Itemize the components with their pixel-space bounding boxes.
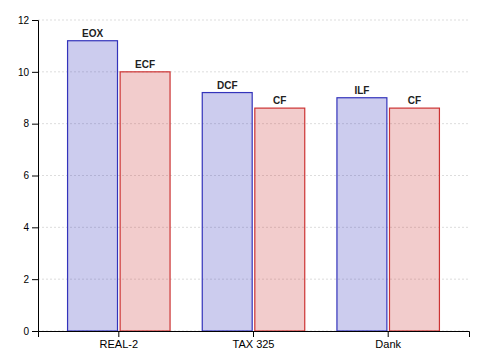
tick-label: 4 — [23, 222, 29, 233]
bar — [390, 108, 440, 331]
bar-label: CF — [273, 95, 286, 106]
tick-mark — [253, 331, 254, 337]
tick-mark — [32, 331, 38, 332]
tick: 12 — [18, 15, 38, 26]
tick-mark — [32, 124, 38, 125]
axis-line — [32, 21, 39, 332]
axis-line — [39, 332, 470, 338]
bar — [68, 41, 118, 331]
tick: 2 — [23, 274, 38, 285]
bar — [202, 93, 252, 331]
tick-label: TAX 325 — [233, 338, 275, 350]
bar — [255, 108, 305, 331]
grid — [38, 20, 469, 331]
tick-mark — [118, 331, 119, 337]
tick-label: 2 — [23, 274, 29, 285]
tick: 8 — [23, 118, 38, 129]
bar — [120, 72, 170, 331]
tick-mark — [32, 279, 38, 280]
data-labels: EOX DCF ILF ECF CF CF — [82, 28, 421, 106]
tick-mark — [32, 20, 38, 21]
bars — [68, 41, 440, 331]
tick-label: Dank — [375, 338, 401, 350]
tick-label: REAL-2 — [100, 338, 139, 350]
tick-label: 8 — [23, 118, 29, 129]
tick: Dank — [375, 331, 401, 350]
y-axis: 0 2 4 6 8 10 12 — [18, 15, 39, 337]
grid-line — [38, 20, 469, 21]
plot: 0 2 4 6 8 10 12 REAL-2 TAX 325 Dank EOX DCF ILF ECF CF… — [18, 15, 470, 350]
bar-label: ECF — [135, 59, 155, 70]
tick-label: 10 — [18, 67, 30, 78]
bar-label: ILF — [354, 85, 369, 96]
tick: REAL-2 — [100, 331, 139, 350]
tick-label: 6 — [23, 170, 29, 181]
tick: 10 — [18, 67, 38, 78]
bar — [337, 98, 387, 331]
tick: 4 — [23, 222, 38, 233]
x-axis: REAL-2 TAX 325 Dank — [39, 331, 470, 350]
tick-mark — [32, 176, 38, 177]
bar-label: DCF — [217, 80, 238, 91]
tick-mark — [32, 227, 38, 228]
bar-label: CF — [408, 95, 421, 106]
tick: TAX 325 — [233, 331, 275, 350]
tick-mark — [388, 331, 389, 337]
tick-label: 0 — [23, 326, 29, 337]
tick: 6 — [23, 170, 38, 181]
tick-label: 12 — [18, 15, 30, 26]
tick-mark — [32, 72, 38, 73]
chart: 0 2 4 6 8 10 12 REAL-2 TAX 325 Dank EOX DCF ILF ECF CF… — [0, 0, 484, 363]
bar-label: EOX — [82, 28, 103, 39]
tick: 0 — [23, 326, 38, 337]
